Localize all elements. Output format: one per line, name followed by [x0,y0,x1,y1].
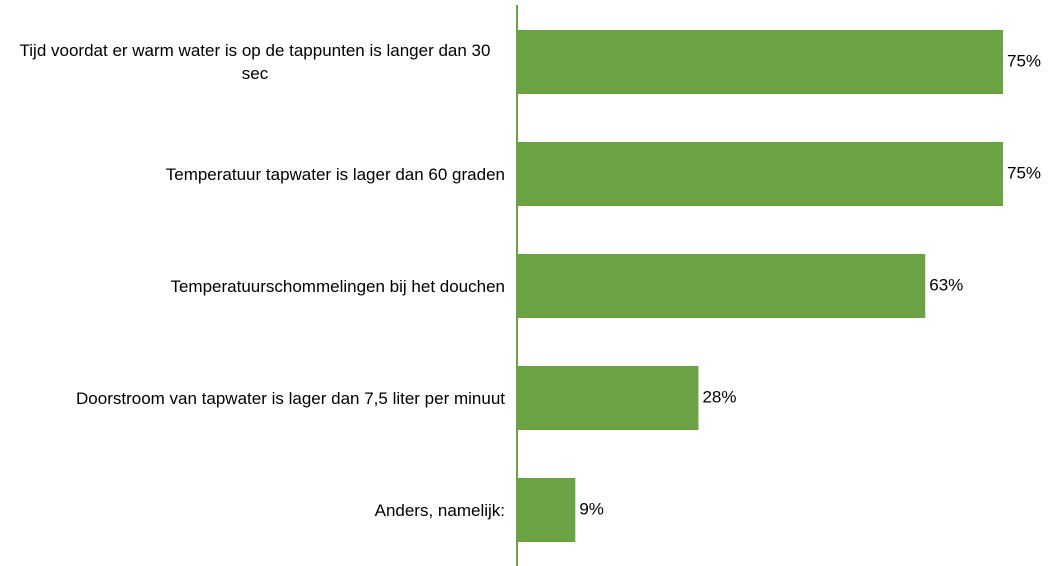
category-label: Temperatuur tapwater is lager dan 60 gra… [5,134,505,214]
bar [517,478,576,542]
bar [517,366,699,430]
category-text: Tijd voordat er warm water is op de tapp… [19,41,491,83]
bar [517,142,1003,206]
category-text: Anders, namelijk: [374,500,505,520]
category-text: Doorstroom van tapwater is lager dan 7,5… [76,388,505,408]
category-text: Temperatuurschommelingen bij het douchen [170,276,505,296]
category-label: Temperatuurschommelingen bij het douchen [5,246,505,326]
value-label: 9% [579,499,604,518]
value-label: 75% [1007,51,1041,70]
value-label: 63% [929,275,963,294]
category-label: Anders, namelijk: [5,470,505,550]
value-label: 28% [702,387,736,406]
category-label: Tijd voordat er warm water is op de tapp… [5,22,505,102]
bar [517,30,1003,94]
value-label: 75% [1007,163,1041,182]
bar [517,254,926,318]
category-label: Doorstroom van tapwater is lager dan 7,5… [5,358,505,438]
category-text: Temperatuur tapwater is lager dan 60 gra… [165,164,505,184]
